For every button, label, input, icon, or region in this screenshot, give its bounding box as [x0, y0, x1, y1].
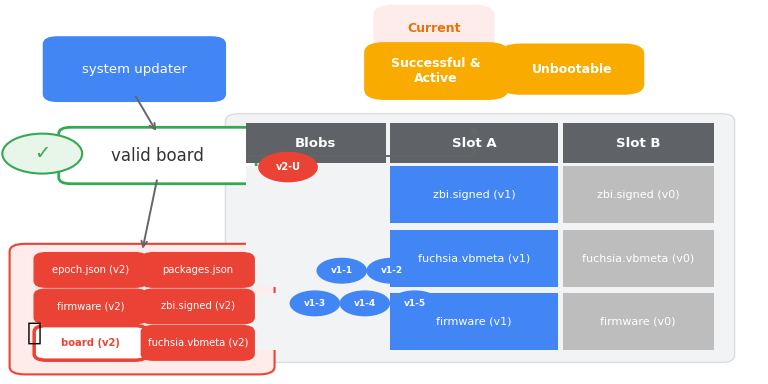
Text: packages.json: packages.json: [162, 265, 233, 275]
Text: firmware (v2): firmware (v2): [57, 301, 124, 311]
Text: Unbootable: Unbootable: [532, 63, 612, 76]
Text: Current: Current: [407, 22, 461, 35]
Text: board (v2): board (v2): [61, 338, 120, 348]
Text: zbi.signed (v1): zbi.signed (v1): [433, 190, 515, 200]
Text: Slot A: Slot A: [452, 137, 496, 149]
FancyBboxPatch shape: [365, 43, 507, 99]
FancyBboxPatch shape: [501, 45, 643, 94]
Text: fuchsia.vbmeta (v1): fuchsia.vbmeta (v1): [418, 253, 530, 263]
Bar: [390, 293, 558, 350]
Circle shape: [290, 291, 339, 316]
Text: Blobs: Blobs: [295, 137, 336, 149]
Bar: [563, 166, 714, 223]
FancyBboxPatch shape: [34, 326, 147, 360]
Text: firmware (v1): firmware (v1): [436, 316, 511, 327]
Text: fuchsia.vbmeta (v0): fuchsia.vbmeta (v0): [582, 253, 694, 263]
Bar: [246, 123, 386, 163]
FancyBboxPatch shape: [44, 37, 225, 101]
Circle shape: [367, 258, 416, 283]
FancyBboxPatch shape: [58, 127, 257, 184]
FancyBboxPatch shape: [34, 253, 147, 287]
Bar: [563, 230, 714, 287]
Text: fuchsia.vbmeta (v2): fuchsia.vbmeta (v2): [147, 338, 248, 348]
Text: epoch.json (v2): epoch.json (v2): [52, 265, 129, 275]
Bar: [390, 230, 558, 287]
Bar: [246, 230, 386, 287]
FancyBboxPatch shape: [374, 6, 493, 52]
FancyBboxPatch shape: [34, 289, 147, 324]
Circle shape: [317, 258, 366, 283]
Text: valid board: valid board: [111, 147, 204, 164]
Text: v1-1: v1-1: [331, 266, 353, 275]
Text: v2-U: v2-U: [276, 162, 300, 172]
Circle shape: [259, 152, 317, 182]
Bar: [246, 166, 386, 223]
Text: ✓: ✓: [34, 144, 51, 163]
Text: v1-3: v1-3: [304, 299, 326, 308]
FancyBboxPatch shape: [9, 244, 275, 374]
Text: v1-5: v1-5: [404, 299, 425, 308]
Bar: [246, 293, 386, 350]
Text: zbi.signed (v2): zbi.signed (v2): [161, 301, 235, 311]
FancyBboxPatch shape: [226, 114, 734, 362]
Circle shape: [390, 291, 439, 316]
Text: v1-2: v1-2: [381, 266, 402, 275]
Text: zbi.signed (v0): zbi.signed (v0): [597, 190, 680, 200]
Bar: [390, 123, 558, 163]
Circle shape: [340, 291, 389, 316]
Text: Slot B: Slot B: [616, 137, 660, 149]
Circle shape: [2, 134, 82, 174]
Text: v1-4: v1-4: [354, 299, 376, 308]
Bar: [563, 293, 714, 350]
Text: 📦: 📦: [26, 320, 41, 344]
Text: firmware (v0): firmware (v0): [601, 316, 676, 327]
FancyBboxPatch shape: [141, 326, 254, 360]
Bar: [390, 166, 558, 223]
Bar: [563, 123, 714, 163]
Text: system updater: system updater: [82, 63, 187, 76]
FancyBboxPatch shape: [141, 289, 254, 324]
Text: Successful &
Active: Successful & Active: [392, 57, 481, 85]
FancyBboxPatch shape: [141, 253, 254, 287]
